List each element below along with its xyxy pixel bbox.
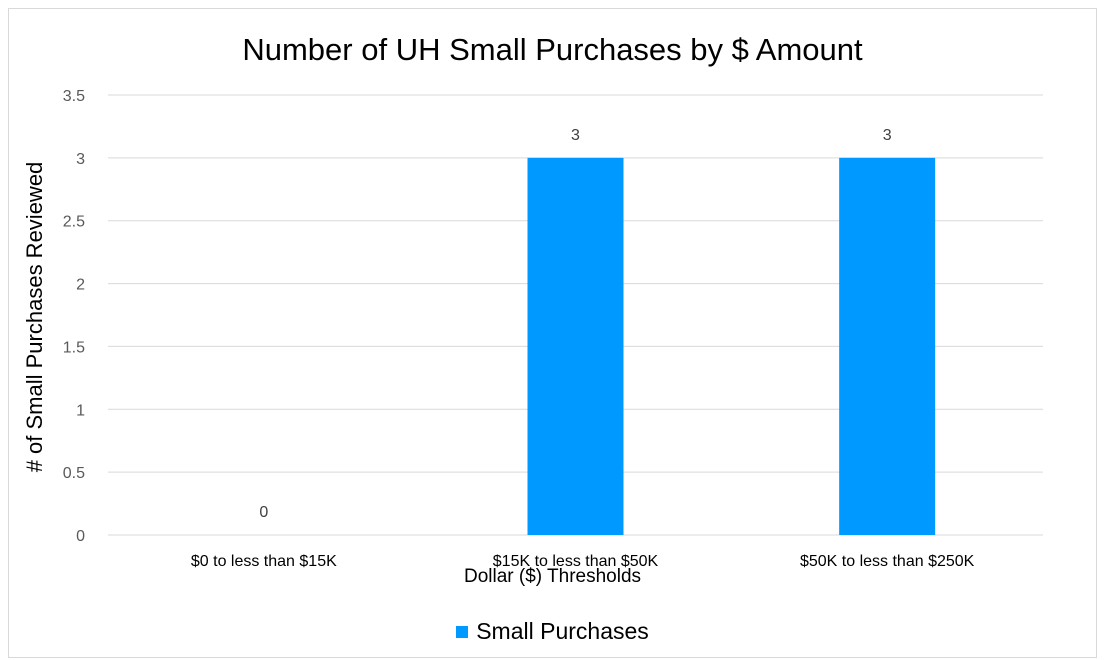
y-tick-label: 2.5 [63,214,85,231]
y-tick-label: 0.5 [63,465,85,482]
y-tick-label: 3.5 [63,88,85,105]
x-tick-label: $0 to less than $15K [191,553,337,570]
chart-title: Number of UH Small Purchases by $ Amount [242,32,863,67]
y-tick-label: 1 [76,402,85,419]
y-tick-label: 1.5 [63,339,85,356]
x-tick-label: $15K to less than $50K [493,553,659,570]
data-label: 3 [571,127,580,144]
legend-swatch [456,625,469,638]
data-label: 3 [883,127,892,144]
bar [527,157,624,535]
legend: Small Purchases [0,618,1105,645]
x-axis-label: Dollar ($) Thresholds [463,566,642,587]
legend-label: Small Purchases [476,618,649,644]
bar [839,157,936,535]
y-axis-label: # of Small Purchases Reviewed [22,161,47,473]
data-label: 0 [259,504,268,521]
x-tick-label: $50K to less than $250K [800,553,975,570]
y-tick-label: 0 [76,528,85,545]
y-tick-label: 2 [76,277,85,294]
y-tick-label: 3 [76,151,85,168]
